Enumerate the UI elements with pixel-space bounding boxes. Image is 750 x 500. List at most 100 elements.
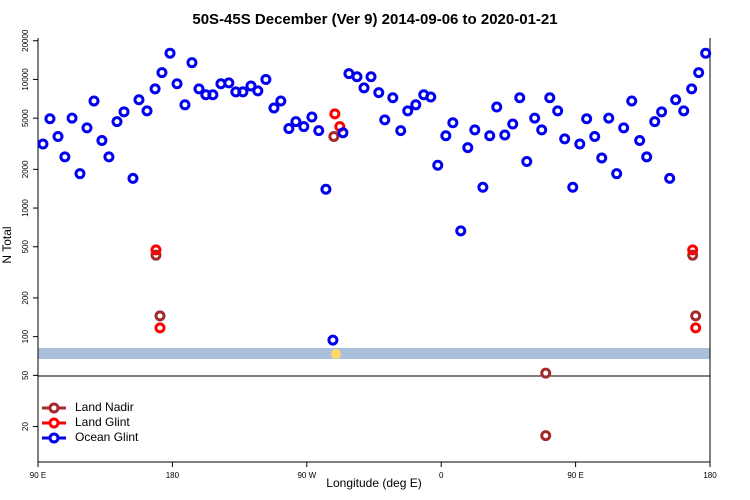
- data-point: [540, 367, 552, 379]
- data-point: [141, 105, 153, 117]
- data-point: [329, 108, 341, 120]
- data-point: [649, 116, 661, 128]
- data-point: [193, 83, 205, 95]
- x-tick-label: 90 W: [297, 471, 316, 480]
- data-point: [283, 123, 295, 135]
- data-point: [252, 85, 264, 97]
- data-point: [298, 121, 310, 133]
- data-point: [690, 322, 702, 334]
- data-point: [103, 151, 115, 163]
- x-tick-label: 180: [703, 471, 717, 480]
- data-point: [544, 92, 556, 104]
- y-axis-label: N Total: [0, 226, 14, 263]
- data-point: [402, 105, 414, 117]
- data-point: [268, 102, 280, 114]
- data-point: [641, 151, 653, 163]
- legend-label: Land Nadir: [75, 400, 134, 414]
- data-point: [373, 87, 385, 99]
- y-tick-label: 5000: [21, 109, 30, 127]
- y-tick-label: 50: [21, 370, 30, 379]
- legend-marker: [48, 417, 60, 429]
- data-point: [358, 82, 370, 94]
- data-point: [477, 181, 489, 193]
- data-point: [275, 95, 287, 107]
- data-point: [150, 249, 162, 261]
- data-point: [81, 122, 93, 134]
- y-tick-label: 10000: [21, 68, 30, 91]
- data-point: [432, 159, 444, 171]
- data-point: [328, 131, 340, 143]
- data-point: [96, 135, 108, 147]
- data-point: [469, 124, 481, 136]
- data-point: [156, 67, 168, 79]
- data-point: [410, 99, 422, 111]
- data-point: [37, 138, 49, 150]
- data-point: [154, 322, 166, 334]
- data-point: [66, 112, 78, 124]
- data-point: [320, 183, 332, 195]
- data-point: [59, 151, 71, 163]
- data-point: [540, 430, 552, 442]
- data-point: [596, 152, 608, 164]
- data-point: [618, 122, 630, 134]
- data-point: [150, 244, 162, 256]
- data-point: [379, 114, 391, 126]
- data-point: [186, 57, 198, 69]
- data-point: [514, 92, 526, 104]
- data-point: [693, 67, 705, 79]
- data-point: [687, 244, 699, 256]
- data-point: [395, 125, 407, 137]
- data-point: [687, 249, 699, 261]
- data-point: [574, 138, 586, 150]
- y-tick-label: 20: [21, 422, 30, 431]
- data-point: [306, 111, 318, 123]
- data-point: [440, 130, 452, 142]
- data-point: [507, 118, 519, 130]
- x-tick-label: 90 E: [567, 471, 583, 480]
- marker-star: [331, 349, 341, 359]
- y-tick-label: 2000: [21, 160, 30, 178]
- y-tick-label: 100: [21, 329, 30, 343]
- data-point: [626, 95, 638, 107]
- data-point: [245, 80, 257, 92]
- data-point: [327, 334, 339, 346]
- data-point: [447, 117, 459, 129]
- data-point: [656, 106, 668, 118]
- data-point: [462, 142, 474, 154]
- data-point: [223, 77, 235, 89]
- y-tick-label: 500: [21, 240, 30, 254]
- data-point: [581, 113, 593, 125]
- data-point: [690, 310, 702, 322]
- data-point: [118, 106, 130, 118]
- x-axis-label: Longitude (deg E): [326, 476, 421, 490]
- data-point: [521, 156, 533, 168]
- data-point: [365, 71, 377, 83]
- data-point: [603, 112, 615, 124]
- data-point: [207, 89, 219, 101]
- data-point: [425, 91, 437, 103]
- data-point: [589, 131, 601, 143]
- x-tick-label: 180: [166, 471, 180, 480]
- data-point: [670, 94, 682, 106]
- data-point: [634, 135, 646, 147]
- y-tick-label: 1000: [21, 199, 30, 217]
- data-point: [559, 133, 571, 145]
- data-point: [171, 78, 183, 90]
- legend-marker: [48, 432, 60, 444]
- data-point: [179, 99, 191, 111]
- legend-label: Land Glint: [75, 415, 130, 429]
- data-point: [44, 113, 56, 125]
- data-point: [484, 130, 496, 142]
- data-point: [529, 112, 541, 124]
- data-point: [164, 47, 176, 59]
- data-point: [455, 225, 467, 237]
- data-point: [154, 310, 166, 322]
- data-point: [88, 95, 100, 107]
- chart-title: 50S-45S December (Ver 9) 2014-09-06 to 2…: [192, 11, 557, 28]
- x-tick-label: 90 E: [30, 471, 46, 480]
- data-point: [237, 86, 249, 98]
- y-tick-label: 200: [21, 291, 30, 305]
- data-point: [313, 125, 325, 137]
- data-point: [686, 83, 698, 95]
- y-tick-label: 20000: [21, 29, 30, 52]
